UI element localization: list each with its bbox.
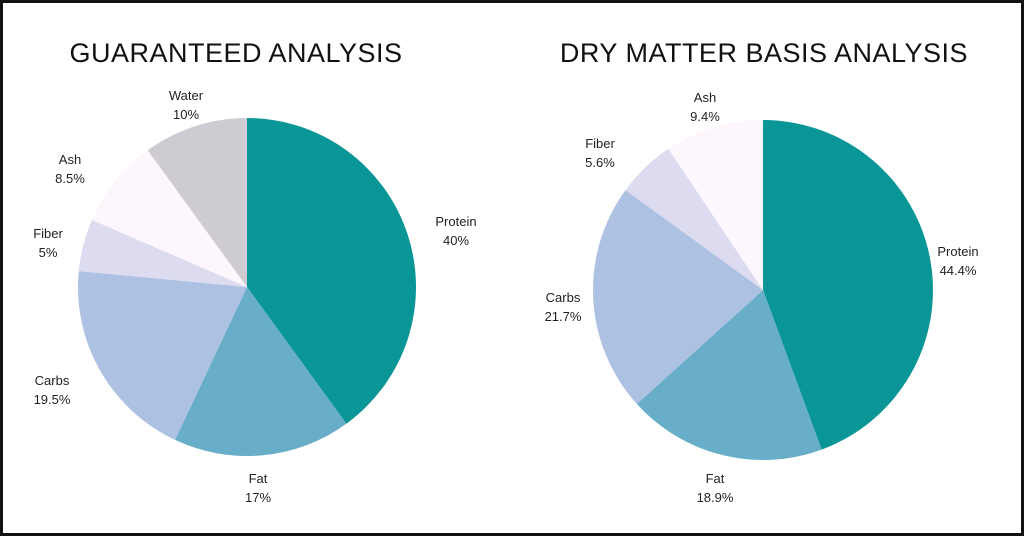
slice-value-guaranteed-fiber: 5% <box>39 245 58 260</box>
slice-label-guaranteed-water: Water <box>169 88 204 103</box>
pie-slice-guaranteed-fiber <box>78 219 247 287</box>
pie-slice-guaranteed-water <box>147 118 247 287</box>
slice-label-dry-matter-fat: Fat <box>706 471 725 486</box>
pie-slice-guaranteed-fat <box>175 287 347 457</box>
slice-value-guaranteed-water: 10% <box>173 107 199 122</box>
slice-label-dry-matter-fiber: Fiber <box>585 136 615 151</box>
slice-value-guaranteed-protein: 40% <box>443 233 469 248</box>
slice-label-guaranteed-fiber: Fiber <box>33 226 63 241</box>
slice-value-guaranteed-carbs: 19.5% <box>34 392 71 407</box>
pie-slice-dry-matter-fat <box>636 290 822 460</box>
slice-value-guaranteed-fat: 17% <box>245 490 271 505</box>
slice-label-guaranteed-protein: Protein <box>435 214 476 229</box>
slice-label-guaranteed-fat: Fat <box>249 471 268 486</box>
slice-label-dry-matter-protein: Protein <box>937 244 978 259</box>
slice-value-dry-matter-ash: 9.4% <box>690 109 720 124</box>
pie-slice-dry-matter-carbs <box>592 190 763 405</box>
slice-label-guaranteed-carbs: Carbs <box>35 373 70 388</box>
slice-value-dry-matter-fiber: 5.6% <box>585 155 615 170</box>
pie-slice-dry-matter-ash <box>668 120 763 290</box>
slice-value-dry-matter-protein: 44.4% <box>940 263 977 278</box>
slice-label-dry-matter-ash: Ash <box>694 90 716 105</box>
slice-label-guaranteed-ash: Ash <box>59 152 81 167</box>
slice-value-dry-matter-fat: 18.9% <box>697 490 734 505</box>
slice-label-dry-matter-carbs: Carbs <box>546 290 581 305</box>
chart-title-guaranteed: GUARANTEED ANALYSIS <box>69 38 403 68</box>
chart-title-dry-matter: DRY MATTER BASIS ANALYSIS <box>559 38 969 68</box>
pie-slice-guaranteed-carbs <box>77 271 247 440</box>
pie-slice-dry-matter-fiber <box>625 148 763 290</box>
slice-value-guaranteed-ash: 8.5% <box>55 171 85 186</box>
pie-slice-dry-matter-protein <box>763 120 933 450</box>
pie-slice-guaranteed-ash <box>91 150 248 287</box>
pie-slice-guaranteed-protein <box>247 118 416 424</box>
slice-value-dry-matter-carbs: 21.7% <box>545 309 582 324</box>
